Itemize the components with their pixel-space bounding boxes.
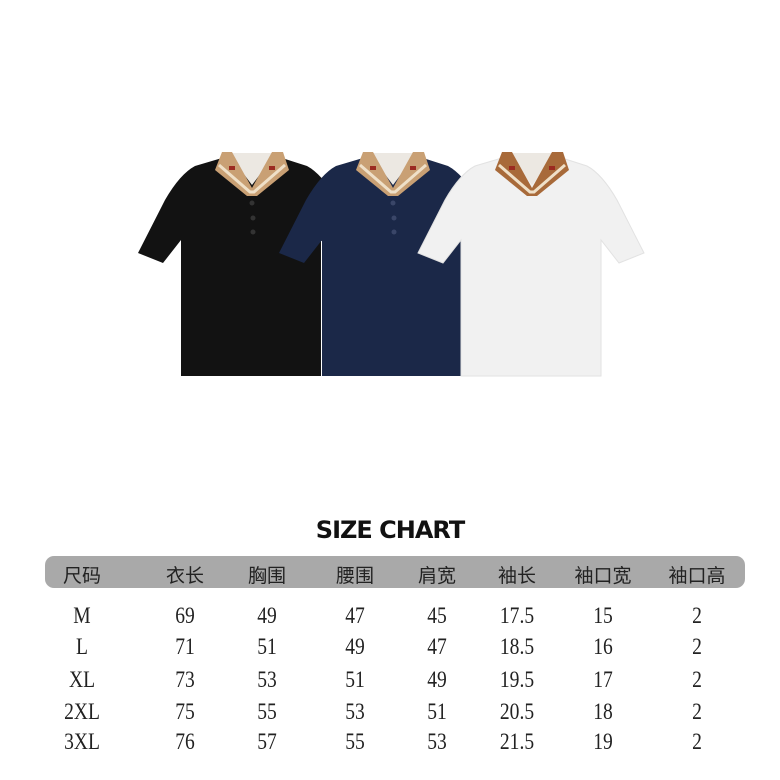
header-cell: 腰围 <box>335 565 375 587</box>
measurement-cell: 75 <box>175 699 195 724</box>
measurement-cell: 45 <box>427 603 447 628</box>
check-collar <box>356 152 430 196</box>
header-cell: 袖口宽 <box>574 565 632 587</box>
measurement-cell: 19.5 <box>499 667 535 692</box>
button <box>391 215 397 221</box>
measurement-cell: 18.5 <box>499 634 535 659</box>
measurement-cell: 51 <box>345 667 365 692</box>
measurement-cell: 53 <box>345 699 365 724</box>
measurement-cell: 18 <box>593 699 613 724</box>
size-label-cell: XL <box>68 667 96 692</box>
measurement-cell: 49 <box>427 667 447 692</box>
polo-shirt-white <box>417 152 645 377</box>
measurement-cell: 17.5 <box>499 603 535 628</box>
size-chart-header-bar <box>45 556 745 588</box>
measurement-cell: 16 <box>593 634 613 659</box>
measurement-cell: 76 <box>175 729 195 754</box>
measurement-cell: 17 <box>593 667 613 692</box>
measurement-cell: 20.5 <box>499 699 535 724</box>
measurement-cell: 49 <box>257 603 277 628</box>
measurement-cell: 49 <box>345 634 365 659</box>
header-cell: 尺码 <box>62 565 102 587</box>
header-cell: 衣长 <box>165 565 205 587</box>
header-cell: 胸围 <box>247 565 287 587</box>
measurement-cell: 51 <box>257 634 277 659</box>
size-label-cell: L <box>76 634 88 659</box>
measurement-cell: 2 <box>692 729 702 754</box>
measurement-cell: 53 <box>257 667 277 692</box>
button <box>390 200 396 206</box>
product-photo <box>138 152 645 377</box>
measurement-cell: 55 <box>257 699 277 724</box>
size-label-cell: 3XL <box>64 729 100 754</box>
measurement-cell: 53 <box>427 729 447 754</box>
measurement-cell: 19 <box>593 729 613 754</box>
size-label-cell: 2XL <box>64 699 100 724</box>
measurement-cell: 55 <box>345 729 365 754</box>
check-collar <box>215 152 289 196</box>
measurement-cell: 57 <box>257 729 277 754</box>
measurement-cell: 15 <box>593 603 613 628</box>
size-chart-title: SIZE CHART <box>315 516 465 544</box>
measurement-cell: 51 <box>427 699 447 724</box>
header-cell: 袖口高 <box>668 565 726 587</box>
measurement-cell: 2 <box>692 699 702 724</box>
size-label-cell: M <box>73 603 91 628</box>
measurement-cell: 73 <box>175 667 195 692</box>
header-cell: 袖长 <box>497 565 537 587</box>
button <box>249 200 255 206</box>
header-cell: 肩宽 <box>417 565 457 587</box>
measurement-cell: 47 <box>345 603 365 628</box>
collar-inner <box>508 153 556 185</box>
collar-inner <box>369 153 417 185</box>
measurement-cell: 21.5 <box>499 729 535 754</box>
measurement-cell: 2 <box>692 603 702 628</box>
collar-inner <box>228 153 276 185</box>
button <box>391 229 397 235</box>
button <box>250 215 256 221</box>
measurement-cell: 2 <box>692 634 702 659</box>
check-collar <box>495 152 569 196</box>
measurement-cell: 2 <box>692 667 702 692</box>
measurement-cell: 69 <box>175 603 195 628</box>
button <box>250 229 256 235</box>
measurement-cell: 71 <box>175 634 195 659</box>
shirt-body <box>417 157 645 377</box>
measurement-cell: 47 <box>427 634 447 659</box>
